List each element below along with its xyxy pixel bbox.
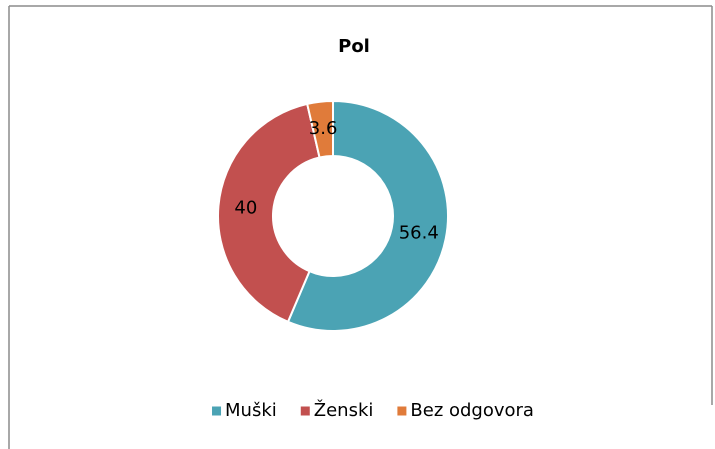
data-label: 3.6 [309, 118, 338, 139]
legend-label: Ženski [314, 399, 374, 421]
data-label: 56.4 [399, 222, 439, 243]
legend-swatch [397, 406, 407, 416]
chart-title: Pol [338, 36, 370, 57]
legend-swatch [212, 406, 222, 416]
slice [306, 99, 334, 159]
slice [217, 102, 321, 324]
legend-label: Muški [225, 400, 277, 421]
legend-swatch [300, 406, 310, 416]
slice [286, 99, 449, 332]
legend-label: Bez odgovora [410, 400, 534, 421]
data-label: 40 [234, 197, 257, 218]
